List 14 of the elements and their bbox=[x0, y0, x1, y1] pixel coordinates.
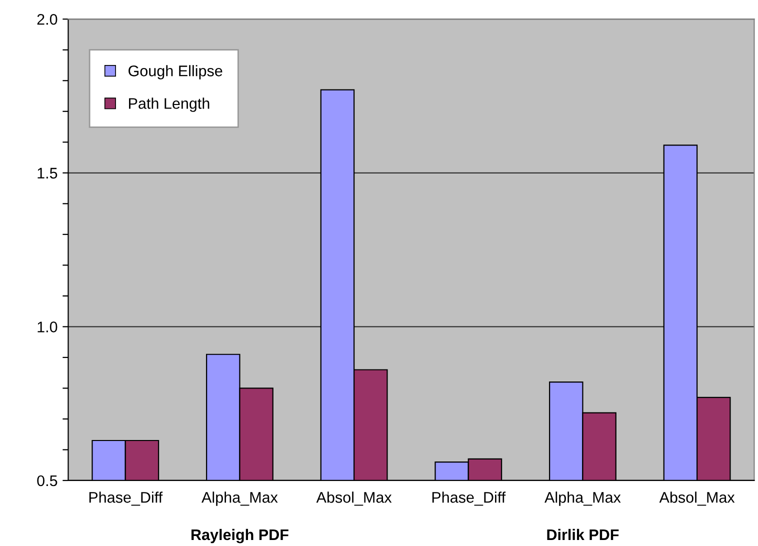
x-tick-label: Alpha_Max bbox=[202, 492, 278, 506]
legend-label: Gough Ellipse bbox=[128, 65, 222, 80]
text: Dirlik PDF bbox=[547, 528, 619, 540]
x-tick-label: Alpha_Max bbox=[544, 492, 621, 506]
legend-label: Path Length bbox=[129, 98, 210, 112]
y-tick-label: 1.0 bbox=[38, 322, 58, 332]
y-tick-label: 1.5 bbox=[38, 168, 58, 179]
x-tick-label: Phase_Diff bbox=[89, 492, 163, 506]
text: Rayleigh PDF bbox=[192, 528, 288, 544]
y-tick-label: 2.0 bbox=[37, 14, 58, 25]
x-tick-label: Absol_Max bbox=[659, 492, 735, 506]
y-tick-label: 0.5 bbox=[37, 475, 58, 486]
x-tick-label: Phase_Diff bbox=[432, 492, 506, 506]
x-tick-label: Absol_Max bbox=[316, 492, 392, 506]
